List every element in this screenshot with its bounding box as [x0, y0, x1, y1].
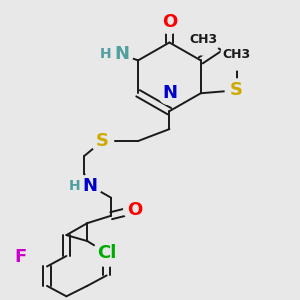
Text: S: S: [230, 81, 243, 99]
Circle shape: [225, 79, 248, 102]
Circle shape: [10, 246, 32, 269]
Circle shape: [66, 177, 84, 195]
Circle shape: [91, 130, 114, 152]
Circle shape: [93, 240, 120, 266]
Circle shape: [188, 24, 219, 55]
Circle shape: [221, 39, 252, 70]
Text: O: O: [162, 13, 177, 31]
Text: N: N: [162, 84, 177, 102]
Text: H: H: [99, 47, 111, 61]
Circle shape: [96, 46, 114, 63]
Text: F: F: [15, 248, 27, 266]
Text: H: H: [69, 179, 81, 193]
Circle shape: [158, 10, 182, 34]
Circle shape: [124, 198, 146, 221]
Text: CH3: CH3: [223, 48, 251, 61]
Text: N: N: [114, 45, 129, 63]
Text: S: S: [96, 132, 109, 150]
Text: Cl: Cl: [97, 244, 116, 262]
Circle shape: [158, 82, 181, 105]
Circle shape: [79, 175, 102, 197]
Text: CH3: CH3: [190, 33, 218, 46]
Text: O: O: [128, 201, 143, 219]
Circle shape: [110, 43, 133, 66]
Text: N: N: [83, 177, 98, 195]
